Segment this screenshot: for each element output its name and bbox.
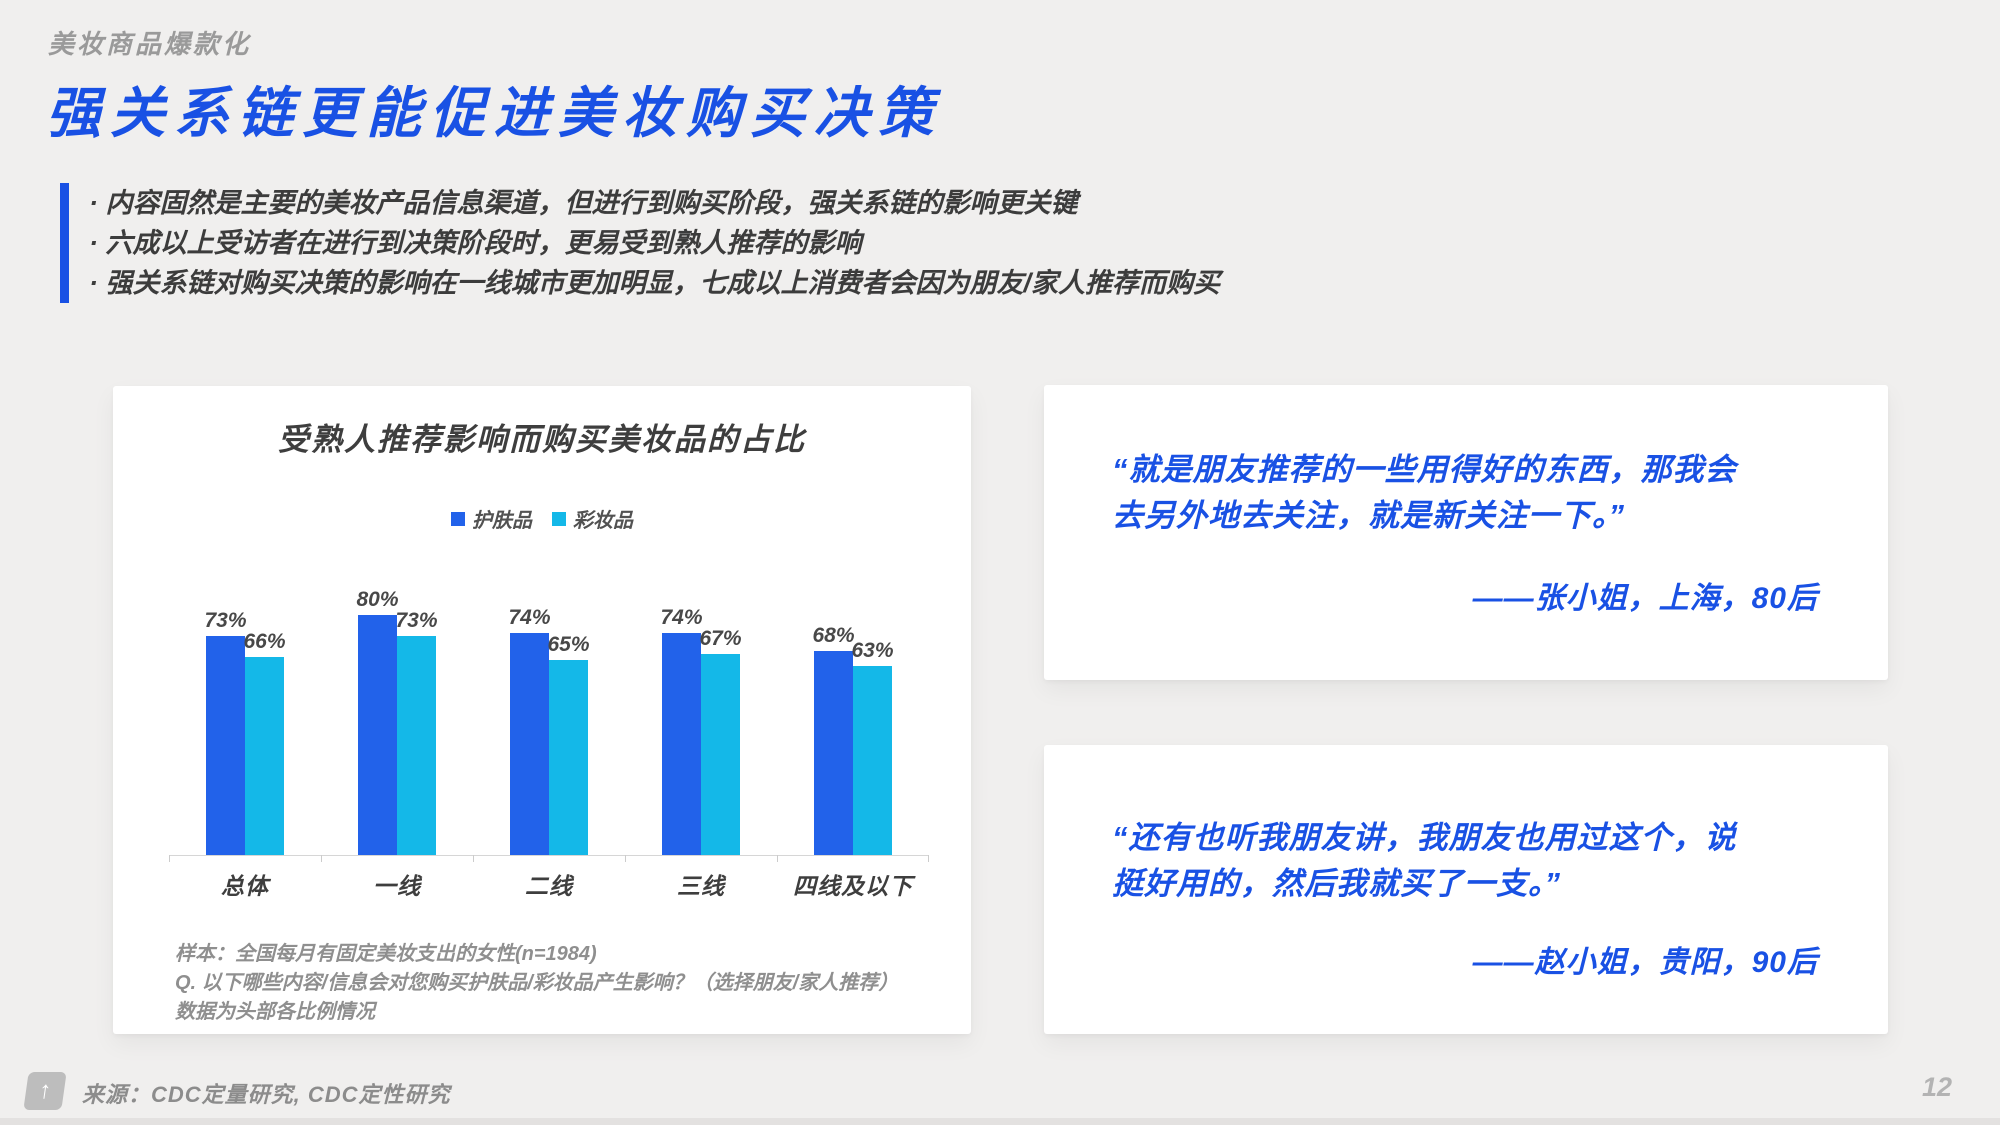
legend-item: 彩妆品 <box>552 504 633 533</box>
bar-value-label: 80% <box>356 588 399 611</box>
bar-column: 68% <box>812 624 855 855</box>
footer: ↑ 来源：CDC定量研究, CDC定性研究 12 <box>0 1064 2000 1118</box>
bar-pair: 68% 63% <box>777 556 929 855</box>
bar-column: 66% <box>243 630 286 855</box>
legend-swatch-icon <box>552 511 566 526</box>
bar-value-label: 68% <box>812 624 855 647</box>
bar-group: 74% 65% 二线 <box>473 556 625 899</box>
bar-chart: 73% 66% 总体 80% 73% 一线 74% 65% 二线 74% 67% 三线 68% 63% 四线… <box>169 556 929 899</box>
legend-swatch-icon <box>451 511 465 526</box>
bar-pair: 73% 66% <box>169 556 321 855</box>
bullet-item: · 强关系链对购买决策的影响在一线城市更加明显，七成以上消费者会因为朋友/家人推… <box>89 268 1220 298</box>
axis-tick <box>321 855 322 862</box>
bar <box>549 660 588 855</box>
bar <box>814 651 853 855</box>
bar <box>358 615 397 855</box>
footnote-line: Q. 以下哪些内容/信息会对您购买护肤品/彩妆品产生影响？（选择朋友/家人推荐） <box>175 972 899 994</box>
up-arrow-icon: ↑ <box>37 1077 53 1104</box>
legend-label: 护肤品 <box>472 510 532 532</box>
page-number: 12 <box>1921 1072 1952 1102</box>
bullet-list: · 内容固然是主要的美妆产品信息渠道，但进行到购买阶段，强关系链的影响更关键 · … <box>60 183 1220 303</box>
chart-footnotes: 样本：全国每月有固定美妆支出的女性(n=1984) Q. 以下哪些内容/信息会对您… <box>175 940 898 1027</box>
footnote-line: 数据为头部各比例情况 <box>175 1001 375 1023</box>
bar-value-label: 63% <box>851 639 894 662</box>
bar-group: 74% 67% 三线 <box>625 556 777 899</box>
bullet-item: · 内容固然是主要的美妆产品信息渠道，但进行到购买阶段，强关系链的影响更关键 <box>89 188 1078 218</box>
bar-column: 73% <box>395 609 438 855</box>
quote-card-1: “就是朋友推荐的一些用得好的东西，那我会去另外地去关注，就是新关注一下。” ——… <box>1044 385 1888 680</box>
bar-column: 80% <box>356 588 399 855</box>
bar-column: 65% <box>547 633 590 855</box>
chart-legend: 护肤品 彩妆品 <box>113 504 971 533</box>
category-label: 四线及以下 <box>793 873 913 899</box>
bar-value-label: 73% <box>395 609 438 632</box>
bar <box>397 636 436 855</box>
quote-text-2: “还有也听我朋友讲，我朋友也用过这个，说挺好用的，然后我就买了一支。” <box>1112 820 1737 901</box>
bar <box>853 666 892 855</box>
quote-card-2: “还有也听我朋友讲，我朋友也用过这个，说挺好用的，然后我就买了一支。” ——赵小… <box>1044 745 1888 1034</box>
legend-item: 护肤品 <box>451 504 532 533</box>
footnote-line: 样本：全国每月有固定美妆支出的女性(n=1984) <box>175 943 597 965</box>
bar-column: 74% <box>508 606 551 855</box>
quote-attribution-2: ——赵小姐，贵阳，90后 <box>1472 946 1818 979</box>
source-text: 来源：CDC定量研究, CDC定性研究 <box>82 1082 451 1107</box>
chart-card: 受熟人推荐影响而购买美妆品的占比 护肤品 彩妆品 73% 66% 总体 80% 73% 一线… <box>113 386 971 1034</box>
bar-column: 63% <box>851 639 894 855</box>
bar-column: 67% <box>699 627 742 855</box>
bar <box>510 633 549 855</box>
bar <box>662 633 701 855</box>
quote-text-1: “就是朋友推荐的一些用得好的东西，那我会去另外地去关注，就是新关注一下。” <box>1112 452 1737 533</box>
axis-tick <box>473 855 474 862</box>
bottom-strip <box>0 1118 2000 1125</box>
category-label: 三线 <box>677 873 725 899</box>
bar <box>245 657 284 855</box>
logo-icon: ↑ <box>23 1072 67 1110</box>
bar-group: 68% 63% 四线及以下 <box>777 556 929 899</box>
bar-value-label: 74% <box>508 606 551 629</box>
bullet-item: · 六成以上受访者在进行到决策阶段时，更易受到熟人推荐的影响 <box>89 228 862 258</box>
category-label: 二线 <box>525 873 573 899</box>
bar <box>206 636 245 855</box>
bar-column: 74% <box>660 606 703 855</box>
bar <box>701 654 740 855</box>
bar-pair: 74% 67% <box>625 556 777 855</box>
bar-value-label: 74% <box>660 606 703 629</box>
page-title: 强关系链更能促进美妆购买决策 <box>46 82 943 144</box>
quote-attribution-1: ——张小姐，上海，80后 <box>1472 582 1818 615</box>
axis-tick <box>777 855 778 862</box>
legend-label: 彩妆品 <box>573 510 633 532</box>
bar-pair: 74% 65% <box>473 556 625 855</box>
bar-value-label: 66% <box>243 630 286 653</box>
axis-tick <box>169 855 170 862</box>
bar-value-label: 67% <box>699 627 742 650</box>
bar-group: 80% 73% 一线 <box>321 556 473 899</box>
category-label: 一线 <box>373 873 421 899</box>
bar-value-label: 65% <box>547 633 590 656</box>
eyebrow: 美妆商品爆款化 <box>48 29 252 59</box>
bar-pair: 80% 73% <box>321 556 473 855</box>
axis-tick <box>625 855 626 862</box>
bar-value-label: 73% <box>204 609 247 632</box>
axis-tick <box>928 855 929 862</box>
bar-group: 73% 66% 总体 <box>169 556 321 899</box>
bar-column: 73% <box>204 609 247 855</box>
chart-title: 受熟人推荐影响而购买美妆品的占比 <box>278 422 806 457</box>
category-label: 总体 <box>221 873 269 899</box>
